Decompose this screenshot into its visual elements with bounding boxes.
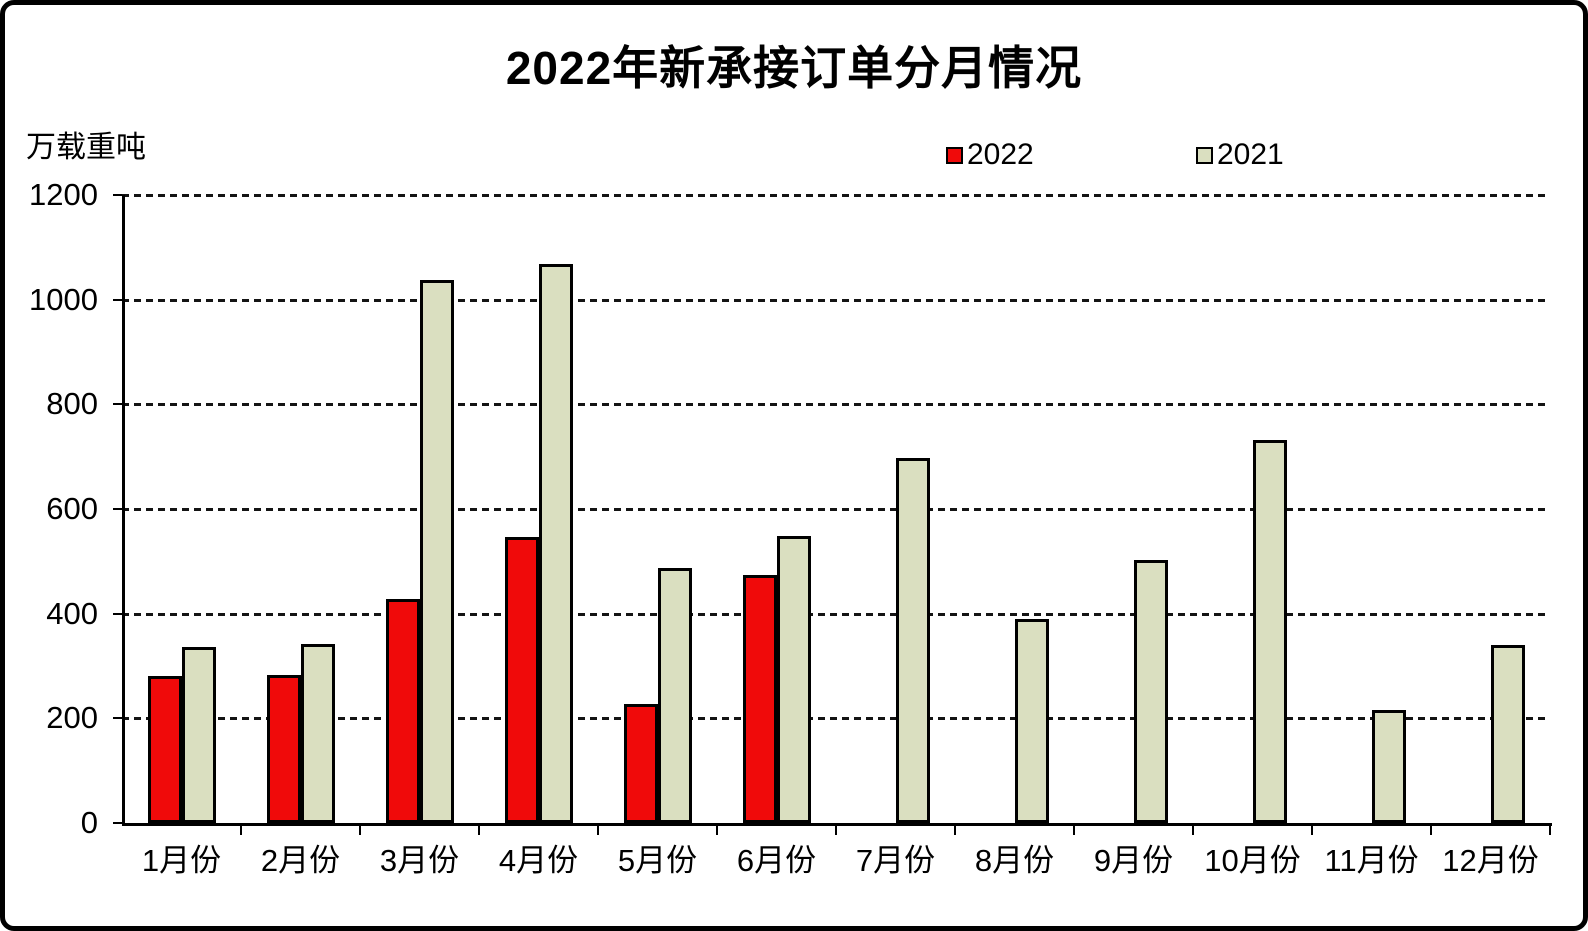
- y-axis-label-800: 800: [46, 386, 98, 422]
- y-axis-label-1200: 1200: [29, 177, 98, 212]
- y-axis-tick-1200: [113, 194, 122, 196]
- y-axis-tick-400: [113, 612, 122, 615]
- bar-2021-month-1: [182, 647, 216, 823]
- x-axis-tick-11: [1430, 826, 1432, 835]
- y-axis-tick-200: [113, 717, 122, 720]
- gridline-600: [122, 508, 1550, 511]
- bar-2022-month-5: [624, 704, 658, 823]
- gridline-1000: [122, 298, 1550, 302]
- gridline-200: [122, 717, 1550, 721]
- x-axis-tick-12: [1549, 826, 1551, 835]
- x-axis-tick-8: [1073, 826, 1075, 835]
- bar-2021-month-7: [896, 458, 930, 823]
- chart-title: 2022年新承接订单分月情况: [505, 42, 1083, 94]
- bar-2022-month-6: [743, 575, 777, 823]
- x-axis-label-8: 8月份: [974, 843, 1055, 878]
- y-axis-label-400: 400: [46, 595, 98, 631]
- legend-item-2021: 2021: [1196, 138, 1284, 171]
- y-axis-label-600: 600: [46, 491, 98, 526]
- x-axis-tick-7: [954, 826, 956, 835]
- legend: 2022 2021: [0, 138, 1588, 171]
- bar-2021-month-10: [1253, 440, 1287, 823]
- x-axis-label-2: 2月份: [260, 843, 341, 878]
- x-axis-tick-10: [1311, 826, 1313, 835]
- gridline-800: [122, 403, 1550, 407]
- y-axis-tick-0: [113, 822, 122, 824]
- y-axis-unit-label: 万载重吨: [26, 131, 146, 164]
- legend-swatch-2021: [1196, 146, 1213, 164]
- x-axis-label-3: 3月份: [379, 843, 460, 878]
- x-axis-label-5: 5月份: [617, 843, 698, 878]
- x-axis-tick-4: [597, 826, 599, 835]
- x-axis-label-11: 11月份: [1324, 843, 1419, 878]
- y-axis-label-1000: 1000: [29, 281, 98, 317]
- bar-2021-month-8: [1015, 619, 1049, 823]
- bar-2022-month-1: [148, 676, 182, 823]
- bar-2022-month-3: [386, 599, 420, 823]
- bar-2021-month-5: [658, 568, 692, 823]
- bar-2021-month-11: [1372, 710, 1406, 823]
- x-axis-tick-3: [478, 826, 480, 835]
- x-axis-line: [122, 823, 1552, 826]
- x-axis-label-4: 4月份: [498, 843, 579, 878]
- x-axis-label-1: 1月份: [141, 843, 222, 878]
- x-axis-tick-9: [1192, 826, 1194, 835]
- bar-2021-month-12: [1491, 645, 1525, 823]
- x-axis-tick-6: [835, 826, 837, 835]
- gridline-400: [122, 612, 1550, 616]
- x-axis-label-12: 12月份: [1442, 843, 1539, 878]
- x-axis-label-10: 10月份: [1204, 843, 1301, 878]
- y-axis-line: [122, 195, 125, 823]
- x-axis-label-7: 7月份: [855, 843, 936, 878]
- bar-2022-month-2: [267, 675, 301, 823]
- bar-2021-month-3: [420, 280, 454, 823]
- legend-label-2022: 2022: [967, 138, 1034, 171]
- y-axis-label-0: 0: [80, 805, 98, 840]
- bar-2021-month-4: [539, 264, 573, 823]
- legend-label-2021: 2021: [1217, 138, 1284, 171]
- x-axis-label-6: 6月份: [736, 843, 817, 878]
- bar-2021-month-2: [301, 644, 335, 823]
- y-axis-tick-800: [113, 403, 122, 406]
- x-axis-label-9: 9月份: [1093, 843, 1174, 878]
- x-axis-tick-5: [716, 826, 718, 835]
- y-axis-tick-1000: [113, 298, 122, 301]
- gridline-1200: [122, 194, 1550, 197]
- x-axis-tick-2: [359, 826, 361, 835]
- y-axis-tick-600: [113, 508, 122, 510]
- bar-2021-month-6: [777, 536, 811, 823]
- bar-2022-month-4: [505, 537, 539, 823]
- legend-item-2022: 2022: [946, 138, 1034, 171]
- y-axis-label-200: 200: [46, 700, 98, 736]
- legend-swatch-2022: [946, 146, 963, 164]
- x-axis-tick-1: [240, 826, 242, 835]
- bar-2021-month-9: [1134, 560, 1168, 823]
